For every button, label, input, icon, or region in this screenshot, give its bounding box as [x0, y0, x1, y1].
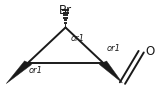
Text: or1: or1 [29, 66, 43, 75]
Text: or1: or1 [107, 44, 121, 53]
Text: O: O [145, 45, 154, 58]
Text: Br: Br [59, 4, 72, 17]
Polygon shape [6, 61, 32, 84]
Polygon shape [99, 61, 122, 83]
Text: or1: or1 [71, 34, 85, 43]
